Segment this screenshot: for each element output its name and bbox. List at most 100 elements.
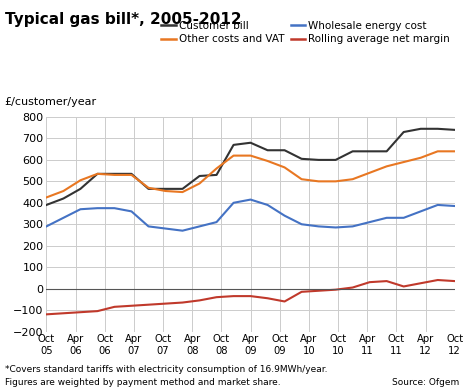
Customer bill (298, 156, 304, 161)
Other costs and VAT (247, 153, 253, 158)
Wholesale energy cost (383, 215, 388, 220)
Other costs and VAT (128, 172, 134, 177)
Other costs and VAT (77, 178, 83, 183)
Rolling average net margin (281, 299, 287, 304)
Text: £/customer/year: £/customer/year (5, 97, 97, 107)
Rolling average net margin (451, 279, 457, 284)
Other costs and VAT (400, 160, 406, 165)
Text: Source: Ofgem: Source: Ofgem (391, 378, 458, 387)
Wholesale energy cost (366, 220, 372, 224)
Customer bill (247, 140, 253, 145)
Customer bill (213, 172, 219, 177)
Other costs and VAT (366, 170, 372, 175)
Wholesale energy cost (230, 200, 236, 205)
Rolling average net margin (112, 305, 117, 309)
Rolling average net margin (61, 311, 66, 316)
Customer bill (400, 129, 406, 134)
Other costs and VAT (315, 179, 321, 184)
Wholesale energy cost (332, 225, 338, 230)
Rolling average net margin (298, 289, 304, 294)
Other costs and VAT (163, 189, 168, 193)
Rolling average net margin (213, 295, 219, 300)
Customer bill (196, 174, 202, 178)
Rolling average net margin (349, 285, 355, 290)
Wholesale energy cost (298, 222, 304, 227)
Rolling average net margin (163, 301, 168, 306)
Other costs and VAT (349, 177, 355, 181)
Rolling average net margin (77, 310, 83, 314)
Customer bill (128, 172, 134, 176)
Line: Other costs and VAT: Other costs and VAT (46, 151, 454, 197)
Rolling average net margin (400, 284, 406, 289)
Wholesale energy cost (281, 213, 287, 218)
Customer bill (434, 126, 439, 131)
Other costs and VAT (230, 153, 236, 158)
Legend: Customer bill, Other costs and VAT, Wholesale energy cost, Rolling average net m: Customer bill, Other costs and VAT, Whol… (156, 17, 453, 48)
Other costs and VAT (434, 149, 439, 154)
Wholesale energy cost (247, 197, 253, 202)
Wholesale energy cost (61, 215, 66, 220)
Customer bill (315, 158, 321, 162)
Wholesale energy cost (145, 224, 151, 229)
Rolling average net margin (417, 281, 423, 285)
Rolling average net margin (332, 287, 338, 292)
Customer bill (179, 186, 185, 191)
Customer bill (230, 142, 236, 147)
Customer bill (163, 186, 168, 191)
Other costs and VAT (112, 172, 117, 177)
Rolling average net margin (383, 279, 388, 284)
Other costs and VAT (298, 177, 304, 181)
Other costs and VAT (196, 181, 202, 186)
Other costs and VAT (383, 164, 388, 168)
Wholesale energy cost (349, 224, 355, 229)
Customer bill (112, 172, 117, 176)
Customer bill (145, 186, 151, 191)
Line: Rolling average net margin: Rolling average net margin (46, 280, 454, 314)
Wholesale energy cost (77, 207, 83, 211)
Rolling average net margin (44, 312, 49, 317)
Rolling average net margin (94, 309, 100, 314)
Other costs and VAT (44, 195, 49, 200)
Other costs and VAT (451, 149, 457, 154)
Line: Wholesale energy cost: Wholesale energy cost (46, 200, 454, 231)
Other costs and VAT (332, 179, 338, 184)
Customer bill (366, 149, 372, 154)
Other costs and VAT (264, 159, 270, 163)
Other costs and VAT (145, 186, 151, 190)
Customer bill (61, 196, 66, 201)
Wholesale energy cost (315, 224, 321, 229)
Wholesale energy cost (264, 203, 270, 207)
Rolling average net margin (247, 294, 253, 298)
Wholesale energy cost (44, 224, 49, 229)
Rolling average net margin (230, 294, 236, 298)
Rolling average net margin (366, 280, 372, 285)
Rolling average net margin (196, 298, 202, 303)
Other costs and VAT (417, 155, 423, 160)
Wholesale energy cost (213, 220, 219, 224)
Other costs and VAT (94, 172, 100, 176)
Customer bill (44, 203, 49, 207)
Customer bill (417, 126, 423, 131)
Text: Typical gas bill*, 2005-2012: Typical gas bill*, 2005-2012 (5, 12, 241, 27)
Rolling average net margin (434, 278, 439, 282)
Wholesale energy cost (417, 209, 423, 214)
Wholesale energy cost (434, 203, 439, 207)
Wholesale energy cost (400, 215, 406, 220)
Customer bill (332, 158, 338, 162)
Customer bill (349, 149, 355, 154)
Customer bill (264, 148, 270, 152)
Customer bill (451, 128, 457, 132)
Customer bill (94, 172, 100, 176)
Text: Figures are weighted by payment method and market share.: Figures are weighted by payment method a… (5, 378, 280, 387)
Wholesale energy cost (196, 224, 202, 229)
Wholesale energy cost (128, 209, 134, 214)
Customer bill (281, 148, 287, 152)
Customer bill (77, 186, 83, 191)
Other costs and VAT (281, 165, 287, 170)
Wholesale energy cost (94, 206, 100, 211)
Line: Customer bill: Customer bill (46, 129, 454, 205)
Other costs and VAT (179, 190, 185, 194)
Wholesale energy cost (163, 226, 168, 231)
Rolling average net margin (179, 300, 185, 305)
Other costs and VAT (213, 166, 219, 171)
